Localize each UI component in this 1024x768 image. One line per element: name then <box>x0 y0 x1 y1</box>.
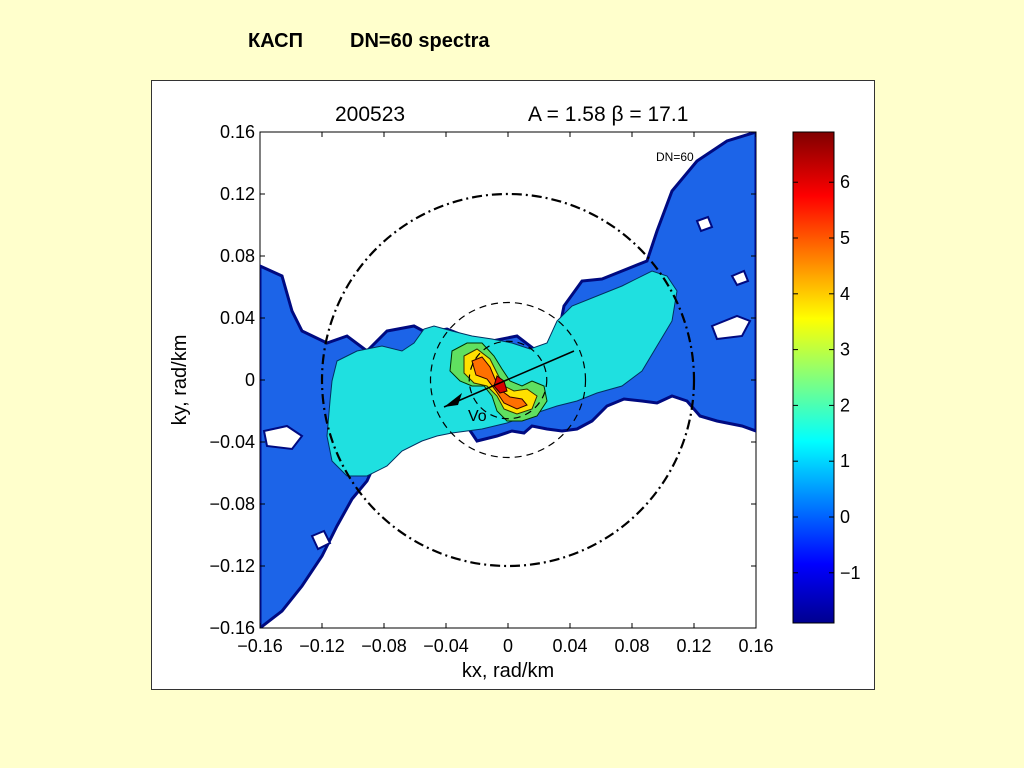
velocity-vector <box>443 350 575 408</box>
x-tick-label: −0.12 <box>299 636 345 656</box>
y-tick-label: 0.16 <box>220 122 255 142</box>
x-tick-label: −0.04 <box>423 636 469 656</box>
figure-frame: Vo DN=60 200523 A = 1.58 β = 17.1 −0.16−… <box>151 80 875 690</box>
slide-title-right: DN=60 spectra <box>350 30 490 52</box>
dn-annotation: DN=60 <box>656 150 694 164</box>
x-tick-label: −0.08 <box>361 636 407 656</box>
chart-title-id: 200523 <box>335 103 405 126</box>
x-tick-label: 0 <box>503 636 513 656</box>
x-tick-label: 0.12 <box>676 636 711 656</box>
x-tick-label: 0.16 <box>738 636 773 656</box>
colorbar-tick-label: 6 <box>840 172 850 192</box>
colorbar-ticks: 6 5 4 3 2 1 0 −1 <box>793 172 861 583</box>
x-axis-ticks: −0.16 −0.12 −0.08 −0.04 0 0.04 0.08 0.12 0.16 <box>237 132 774 656</box>
x-tick-label: 0.04 <box>552 636 587 656</box>
y-tick-label: −0.16 <box>209 618 255 638</box>
y-tick-label: 0.12 <box>220 184 255 204</box>
hole-1 <box>710 314 752 341</box>
colorbar-tick-label: 4 <box>840 284 850 304</box>
colorbar-tick-label: 0 <box>840 507 850 527</box>
reference-circle <box>468 340 548 420</box>
y-axis-ticks: 0.16 0.12 0.08 0.04 0 −0.04 −0.08 −0.12 −0.16 <box>209 122 756 638</box>
y-tick-label: −0.12 <box>209 556 255 576</box>
chart-title-params: A = 1.58 β = 17.1 <box>528 103 688 126</box>
reference-circle <box>429 301 587 459</box>
hole-3 <box>310 529 332 551</box>
x-axis-label: kx, rad/km <box>462 660 554 682</box>
reference-circles <box>320 192 696 568</box>
colorbar <box>792 131 835 624</box>
y-tick-label: −0.04 <box>209 432 255 452</box>
x-tick-label: −0.16 <box>237 636 283 656</box>
vector-label: Vo <box>468 408 487 425</box>
y-axis-label: ky, rad/km <box>169 335 191 426</box>
y-tick-label: 0.04 <box>220 308 255 328</box>
hole-2 <box>262 424 304 451</box>
colorbar-tick-label: 2 <box>840 395 850 415</box>
colorbar-tick-label: 3 <box>840 340 850 360</box>
reference-circle <box>320 192 696 568</box>
contour-level-5 <box>493 375 508 394</box>
y-tick-label: 0.08 <box>220 246 255 266</box>
colorbar-tick-label: 1 <box>840 451 850 471</box>
spectrum-chart: Vo DN=60 200523 A = 1.58 β = 17.1 −0.16−… <box>169 103 861 682</box>
x-tick-label: 0.08 <box>614 636 649 656</box>
colorbar-tick-label: −1 <box>840 563 861 583</box>
velocity-arrowhead <box>444 393 462 407</box>
hole-4 <box>730 269 750 287</box>
colorbar-tick-label: 5 <box>840 228 850 248</box>
y-tick-label: 0 <box>245 370 255 390</box>
hole-5 <box>695 215 714 233</box>
slide-title-left: КАСП <box>248 30 303 52</box>
contour-level-4 <box>471 356 528 410</box>
y-tick-label: −0.08 <box>209 494 255 514</box>
